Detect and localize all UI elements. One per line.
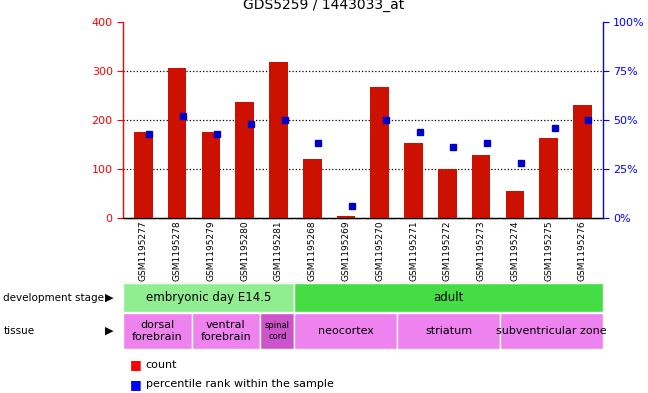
Bar <box>202 132 220 218</box>
Text: GSM1195271: GSM1195271 <box>409 220 418 281</box>
Bar <box>168 68 187 218</box>
Text: dorsal
forebrain: dorsal forebrain <box>132 320 183 342</box>
Text: GSM1195272: GSM1195272 <box>443 220 452 281</box>
Bar <box>438 169 457 218</box>
Bar <box>472 155 491 218</box>
Bar <box>397 313 500 349</box>
Bar <box>235 102 254 218</box>
Text: tissue: tissue <box>3 326 34 336</box>
Text: GSM1195274: GSM1195274 <box>511 220 519 281</box>
Text: GSM1195279: GSM1195279 <box>207 220 215 281</box>
Text: GSM1195270: GSM1195270 <box>375 220 384 281</box>
Bar <box>371 87 389 218</box>
Bar <box>260 313 294 349</box>
Text: neocortex: neocortex <box>318 326 374 336</box>
Bar <box>303 159 321 218</box>
Bar <box>539 138 558 218</box>
Text: subventricular zone: subventricular zone <box>496 326 607 336</box>
Bar <box>294 283 603 312</box>
Text: GSM1195269: GSM1195269 <box>341 220 351 281</box>
Text: GSM1195278: GSM1195278 <box>172 220 181 281</box>
Text: development stage: development stage <box>3 293 104 303</box>
Bar <box>123 313 192 349</box>
Text: striatum: striatum <box>425 326 472 336</box>
Bar <box>192 313 260 349</box>
Text: count: count <box>146 360 178 370</box>
Text: GSM1195280: GSM1195280 <box>240 220 249 281</box>
Bar <box>337 216 355 218</box>
Text: ▶: ▶ <box>105 293 113 303</box>
Text: ▶: ▶ <box>105 326 113 336</box>
Text: ■: ■ <box>130 378 141 391</box>
Text: percentile rank within the sample: percentile rank within the sample <box>146 379 334 389</box>
Bar <box>294 313 397 349</box>
Text: embryonic day E14.5: embryonic day E14.5 <box>146 291 272 304</box>
Text: GSM1195273: GSM1195273 <box>476 220 485 281</box>
Text: GSM1195276: GSM1195276 <box>578 220 587 281</box>
Bar <box>134 132 153 218</box>
Bar <box>573 105 592 218</box>
Bar <box>404 143 422 218</box>
Text: GSM1195281: GSM1195281 <box>274 220 283 281</box>
Text: GDS5259 / 1443033_at: GDS5259 / 1443033_at <box>244 0 404 12</box>
Bar <box>269 62 288 218</box>
Bar <box>500 313 603 349</box>
Text: GSM1195268: GSM1195268 <box>308 220 317 281</box>
Bar <box>123 283 294 312</box>
Text: GSM1195275: GSM1195275 <box>544 220 553 281</box>
Text: adult: adult <box>434 291 464 304</box>
Text: ■: ■ <box>130 358 141 371</box>
Text: ventral
forebrain: ventral forebrain <box>200 320 251 342</box>
Bar <box>505 191 524 218</box>
Text: spinal
cord: spinal cord <box>265 321 290 341</box>
Text: GSM1195277: GSM1195277 <box>139 220 148 281</box>
